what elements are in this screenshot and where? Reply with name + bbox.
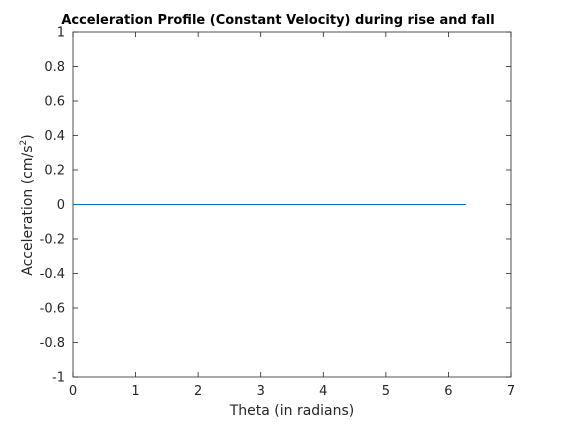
x-tick-label: 4 <box>319 384 327 399</box>
x-tick-label: 6 <box>444 384 452 399</box>
y-axis-label: Acceleration (cm/s2) <box>19 134 36 275</box>
y-tick-label: 0.2 <box>44 164 65 179</box>
y-tick-label: -0.2 <box>40 233 65 248</box>
y-tick-label: 0.6 <box>44 95 65 110</box>
chart-title: Acceleration Profile (Constant Velocity)… <box>61 13 494 28</box>
x-tick-label: 1 <box>131 384 139 399</box>
x-tick-label: 7 <box>507 384 515 399</box>
y-axis-label-superscript: 2 <box>19 140 29 146</box>
x-tick-label: 0 <box>69 384 77 399</box>
x-tick-label: 2 <box>194 384 202 399</box>
y-tick-label: -0.8 <box>40 336 65 351</box>
y-tick-label: 0.8 <box>44 60 65 75</box>
y-tick-label: 0.4 <box>44 129 65 144</box>
y-axis: -1 -0.8 -0.6 -0.4 -0.2 0 0.2 0.4 0.6 0.8 1 <box>40 26 511 386</box>
y-tick-label: -1 <box>52 371 65 386</box>
y-tick-label: -0.6 <box>40 302 65 317</box>
x-axis: 0 1 2 3 4 5 6 7 <box>69 32 515 399</box>
plot-area: 0 1 2 3 4 5 6 7 -1 -0.8 -0.6 -0.4 -0.2 0 0.2 0.4 0.6 0.8… <box>40 26 516 400</box>
x-axis-label: Theta (in radians) <box>229 403 355 419</box>
y-tick-label: 0 <box>57 198 65 213</box>
x-tick-label: 3 <box>257 384 265 399</box>
y-tick-label: 1 <box>57 26 65 41</box>
x-tick-label: 5 <box>382 384 390 399</box>
y-axis-label-main: Acceleration (cm/s <box>20 145 36 275</box>
y-tick-label: -0.4 <box>40 267 65 282</box>
y-axis-label-close: ) <box>20 134 36 139</box>
